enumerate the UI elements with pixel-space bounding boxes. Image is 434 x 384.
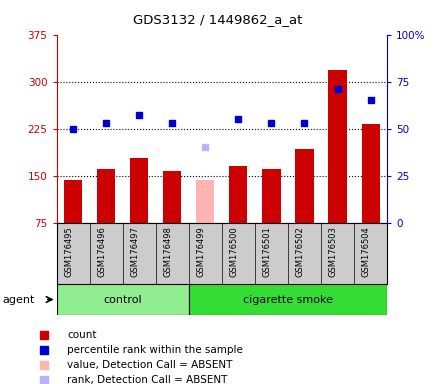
Text: GSM176496: GSM176496	[97, 226, 106, 276]
Text: GSM176503: GSM176503	[328, 226, 337, 276]
Bar	[64, 180, 82, 223]
Text: GSM176495: GSM176495	[64, 226, 73, 276]
Bar	[163, 170, 181, 223]
Bar	[196, 180, 214, 223]
Text: GSM176500: GSM176500	[229, 226, 238, 276]
Text: GSM176499: GSM176499	[196, 226, 205, 276]
Text: value, Detection Call = ABSENT: value, Detection Call = ABSENT	[67, 360, 232, 370]
Text: rank, Detection Call = ABSENT: rank, Detection Call = ABSENT	[67, 375, 227, 384]
Text: percentile rank within the sample: percentile rank within the sample	[67, 345, 243, 355]
Text: GSM176497: GSM176497	[130, 226, 139, 276]
Text: GSM176502: GSM176502	[295, 226, 304, 276]
Text: GSM176504: GSM176504	[361, 226, 370, 276]
Bar	[229, 166, 247, 223]
Bar	[262, 169, 280, 223]
Text: agent: agent	[2, 295, 34, 305]
Bar	[188, 284, 386, 315]
Bar	[56, 284, 188, 315]
Text: GDS3132 / 1449862_a_at: GDS3132 / 1449862_a_at	[132, 13, 302, 26]
Bar	[97, 169, 115, 223]
Bar	[361, 124, 379, 223]
Text: control: control	[103, 295, 141, 305]
Bar	[328, 70, 346, 223]
Bar	[130, 158, 148, 223]
Bar	[295, 149, 313, 223]
Text: cigarette smoke: cigarette smoke	[243, 295, 332, 305]
Text: count: count	[67, 330, 97, 340]
Text: GSM176501: GSM176501	[262, 226, 271, 276]
Text: GSM176498: GSM176498	[163, 226, 172, 276]
